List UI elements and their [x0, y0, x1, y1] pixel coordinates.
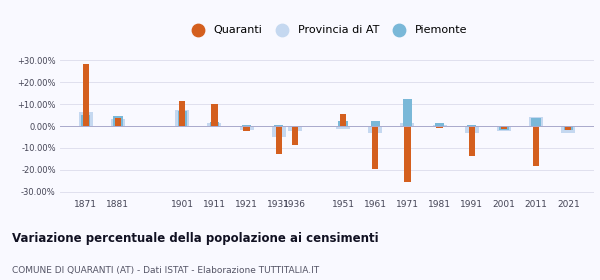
Bar	[501, 126, 507, 129]
Bar	[533, 126, 539, 167]
Bar	[274, 125, 283, 126]
Bar	[469, 126, 475, 155]
Bar	[563, 126, 573, 130]
Bar	[338, 120, 347, 126]
Bar	[210, 122, 219, 126]
Text: COMUNE DI QUARANTI (AT) - Dati ISTAT - Elaborazione TUTTITALIA.IT: COMUNE DI QUARANTI (AT) - Dati ISTAT - E…	[12, 266, 319, 275]
Bar	[532, 118, 541, 126]
Bar	[340, 114, 346, 126]
Bar	[79, 112, 93, 126]
Bar	[178, 111, 187, 126]
Legend: Quaranti, Provincia di AT, Piemonte: Quaranti, Provincia di AT, Piemonte	[185, 22, 469, 37]
Bar	[400, 123, 415, 126]
Bar	[83, 64, 89, 126]
Bar	[175, 109, 190, 126]
Bar	[499, 126, 509, 130]
Bar	[113, 116, 122, 126]
Bar	[436, 126, 443, 128]
Bar	[208, 123, 221, 126]
Bar	[372, 126, 379, 169]
Bar	[464, 126, 479, 132]
Bar	[239, 126, 254, 130]
Bar	[272, 126, 286, 137]
Bar	[529, 117, 543, 126]
Text: Variazione percentuale della popolazione ai censimenti: Variazione percentuale della popolazione…	[12, 232, 379, 245]
Bar	[435, 123, 444, 126]
Bar	[565, 126, 571, 130]
Bar	[115, 118, 121, 126]
Bar	[336, 126, 350, 129]
Bar	[371, 120, 380, 126]
Bar	[404, 126, 410, 182]
Bar	[403, 99, 412, 126]
Bar	[111, 120, 125, 126]
Bar	[561, 126, 575, 132]
Bar	[467, 125, 476, 126]
Bar	[292, 126, 298, 144]
Bar	[244, 126, 250, 132]
Bar	[497, 126, 511, 132]
Bar	[275, 126, 282, 155]
Bar	[242, 125, 251, 126]
Bar	[81, 115, 91, 126]
Bar	[368, 126, 382, 132]
Bar	[433, 125, 446, 126]
Bar	[179, 101, 185, 126]
Bar	[211, 104, 218, 126]
Bar	[288, 126, 302, 132]
